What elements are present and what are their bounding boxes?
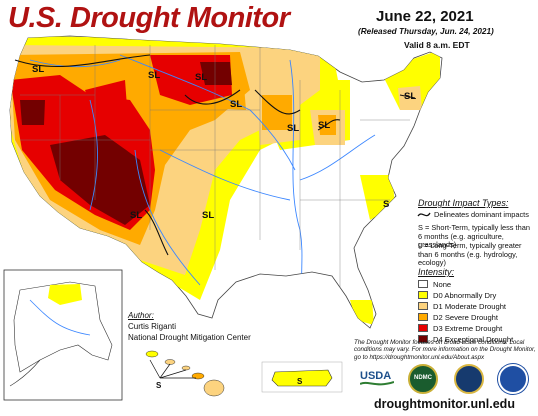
legend-swatch <box>418 302 428 310</box>
ndmc-logo: NDMC <box>408 364 438 394</box>
legend-label: None <box>433 279 452 289</box>
impact-label-sl-michigan: SL <box>318 120 330 131</box>
river-colorado <box>89 99 98 211</box>
impact-label-sl-dakotas: SL <box>230 99 242 110</box>
legend-item-d1: D1 Moderate Drought <box>418 301 506 311</box>
legend-item-d2: D2 Severe Drought <box>418 312 498 322</box>
impact-label-sl-northwest: SL <box>32 64 44 75</box>
author-organization: National Drought Mitigation Center <box>128 333 251 342</box>
legend-swatch <box>418 324 428 332</box>
impact-label-s-carolinas: S <box>383 199 389 210</box>
alaska-inset <box>3 269 123 401</box>
disclaimer-text: The Drought Monitor focuses on broad-sca… <box>354 339 536 361</box>
river-missouri <box>119 54 296 171</box>
legend-label: D0 Abnormally Dry <box>433 290 497 300</box>
puerto-rico-inset: S <box>261 361 343 393</box>
legend-swatch <box>418 335 428 343</box>
conus-map: SL SL SL SL SL SL SL SL SL S <box>9 35 443 329</box>
impact-label-sl-southwest: SL <box>130 210 142 221</box>
d4-southwest <box>50 135 150 225</box>
intensity-title: Intensity: <box>418 267 455 277</box>
usda-logo: USDA <box>359 367 395 391</box>
hawaii-inset: S <box>145 350 225 397</box>
impact-label-sl-new-england: SL <box>404 91 416 102</box>
author-name: Curtis Riganti <box>128 322 177 331</box>
d0-florida <box>350 300 374 325</box>
impact-label-sl-texas: SL <box>202 210 214 221</box>
legend-item-d4: D4 Exceptional Drought <box>418 334 513 344</box>
release-date: (Released Thursday, Jun. 24, 2021) <box>358 27 494 36</box>
impact-types-title: Drought Impact Types: <box>418 198 509 208</box>
d4-north-dakota <box>200 62 232 85</box>
usda-logo-text: USDA <box>360 370 391 382</box>
river-columbia <box>29 59 121 68</box>
legend-label: D3 Extreme Drought <box>433 323 503 333</box>
impact-label-s-hawaii: S <box>156 381 162 390</box>
impact-lines <box>14 54 416 256</box>
legend-swatch <box>418 291 428 299</box>
state-borders <box>20 45 410 300</box>
river-arkansas <box>159 149 291 201</box>
d1-maine <box>398 86 422 110</box>
impact-label-sl-montana: SL <box>195 72 207 83</box>
map-date: June 22, 2021 <box>376 8 474 25</box>
d3-nevada <box>85 80 128 120</box>
website-link[interactable]: droughtmonitor.unl.edu <box>374 397 515 411</box>
author-title: Author: <box>128 311 154 320</box>
impact-label-sl-north-rockies: SL <box>148 70 160 81</box>
valid-time: Valid 8 a.m. EDT <box>404 40 470 50</box>
legend-item-d0: D0 Abnormally Dry <box>418 290 496 300</box>
impact-short-term-label: S = Short-Term, typically less than 6 mo… <box>418 223 530 250</box>
legend-item-d3: D3 Extreme Drought <box>418 323 502 333</box>
d2-michigan <box>318 115 336 135</box>
impact-label-s-puerto-rico: S <box>297 377 303 386</box>
impact-long-term-label: L = Long-Term, typically greater than 6 … <box>418 241 522 268</box>
impact-line-label: Delineates dominant impacts <box>434 210 529 219</box>
noaa-logo-icon <box>498 364 528 394</box>
legend-label: D4 Exceptional Drought <box>433 334 514 344</box>
commerce-seal-icon <box>454 364 484 394</box>
river-ohio <box>299 134 376 181</box>
ndmc-logo-text: NDMC <box>414 375 432 381</box>
legend-label: D1 Moderate Drought <box>433 301 507 311</box>
legend-swatch <box>418 313 428 321</box>
d4-oregon <box>20 100 45 125</box>
impact-label-sl-minnesota: SL <box>287 123 299 134</box>
legend-label: D2 Severe Drought <box>433 312 499 322</box>
legend-item-none: None <box>418 279 451 289</box>
river-rio-grande <box>134 149 201 286</box>
legend-swatch <box>418 280 428 288</box>
impact-line-sample <box>417 212 431 217</box>
map-title: U.S. Drought Monitor <box>8 2 290 34</box>
